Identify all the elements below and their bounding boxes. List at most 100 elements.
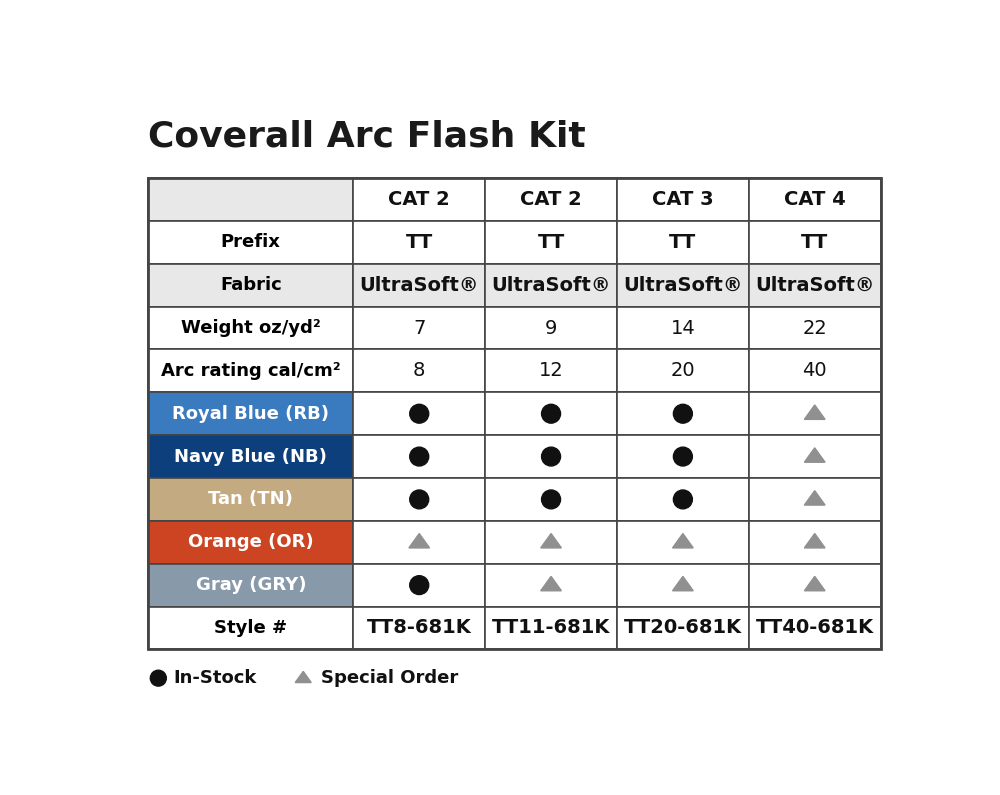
Text: 7: 7: [413, 319, 425, 338]
Text: Weight oz/yd²: Weight oz/yd²: [181, 319, 321, 337]
Text: TT8-681K: TT8-681K: [367, 619, 472, 638]
Bar: [353, 607, 485, 650]
Bar: [148, 178, 881, 650]
Bar: [749, 264, 881, 307]
Bar: [148, 350, 353, 392]
Text: Prefix: Prefix: [221, 233, 281, 251]
Bar: [353, 178, 485, 221]
Bar: [148, 307, 353, 350]
Polygon shape: [804, 405, 825, 420]
Bar: [485, 264, 617, 307]
Polygon shape: [541, 576, 561, 591]
Bar: [617, 350, 749, 392]
Bar: [749, 435, 881, 478]
Ellipse shape: [410, 490, 429, 509]
Text: TT20-681K: TT20-681K: [624, 619, 742, 638]
Ellipse shape: [410, 447, 429, 466]
Text: UltraSoft®: UltraSoft®: [491, 276, 611, 295]
Bar: [148, 435, 353, 478]
Bar: [749, 478, 881, 521]
Polygon shape: [804, 576, 825, 591]
Text: Tan (TN): Tan (TN): [208, 491, 293, 509]
Text: TT: TT: [669, 233, 697, 252]
Polygon shape: [804, 533, 825, 548]
Bar: [617, 392, 749, 435]
Bar: [148, 392, 353, 435]
Text: CAT 2: CAT 2: [388, 190, 450, 209]
Polygon shape: [673, 576, 693, 591]
Bar: [485, 307, 617, 350]
Text: Coverall Arc Flash Kit: Coverall Arc Flash Kit: [148, 120, 586, 154]
Text: Orange (OR): Orange (OR): [188, 533, 314, 551]
Bar: [485, 521, 617, 564]
Bar: [749, 521, 881, 564]
Text: 22: 22: [802, 319, 827, 338]
Polygon shape: [804, 491, 825, 505]
Ellipse shape: [542, 405, 561, 423]
Polygon shape: [541, 533, 561, 548]
Ellipse shape: [542, 490, 561, 509]
Text: UltraSoft®: UltraSoft®: [623, 276, 743, 295]
Text: Special Order: Special Order: [321, 669, 458, 687]
Ellipse shape: [542, 447, 561, 466]
Bar: [353, 307, 485, 350]
Text: TT: TT: [537, 233, 565, 252]
Text: Gray (GRY): Gray (GRY): [196, 576, 306, 594]
Text: 12: 12: [539, 362, 563, 380]
Text: 8: 8: [413, 362, 425, 380]
Text: TT11-681K: TT11-681K: [492, 619, 610, 638]
Bar: [749, 307, 881, 350]
Text: Arc rating cal/cm²: Arc rating cal/cm²: [161, 362, 341, 380]
Bar: [148, 564, 353, 607]
Ellipse shape: [673, 447, 692, 466]
Ellipse shape: [673, 405, 692, 423]
Ellipse shape: [410, 576, 429, 595]
Bar: [749, 607, 881, 650]
Text: TT40-681K: TT40-681K: [756, 619, 874, 638]
Text: Navy Blue (NB): Navy Blue (NB): [174, 448, 327, 466]
Bar: [353, 350, 485, 392]
Text: TT: TT: [801, 233, 828, 252]
Polygon shape: [409, 533, 430, 548]
Text: UltraSoft®: UltraSoft®: [359, 276, 479, 295]
Bar: [148, 521, 353, 564]
Bar: [617, 264, 749, 307]
Bar: [148, 221, 353, 264]
Bar: [353, 564, 485, 607]
Bar: [353, 264, 485, 307]
Bar: [485, 350, 617, 392]
Bar: [148, 478, 353, 521]
Bar: [749, 350, 881, 392]
Bar: [749, 221, 881, 264]
Bar: [485, 564, 617, 607]
Bar: [485, 607, 617, 650]
Bar: [617, 478, 749, 521]
Bar: [749, 178, 881, 221]
Bar: [749, 564, 881, 607]
Bar: [353, 435, 485, 478]
Bar: [617, 178, 749, 221]
Bar: [353, 221, 485, 264]
Polygon shape: [295, 672, 311, 683]
Bar: [485, 178, 617, 221]
Bar: [617, 607, 749, 650]
Ellipse shape: [673, 490, 692, 509]
Bar: [485, 392, 617, 435]
Bar: [148, 178, 353, 221]
Bar: [353, 521, 485, 564]
Text: Fabric: Fabric: [220, 276, 282, 294]
Text: UltraSoft®: UltraSoft®: [755, 276, 874, 295]
Text: CAT 4: CAT 4: [784, 190, 846, 209]
Text: 9: 9: [545, 319, 557, 338]
Bar: [749, 392, 881, 435]
Bar: [148, 607, 353, 650]
Text: 20: 20: [671, 362, 695, 380]
Ellipse shape: [410, 405, 429, 423]
Text: CAT 3: CAT 3: [652, 190, 714, 209]
Text: Style #: Style #: [214, 619, 287, 637]
Bar: [353, 392, 485, 435]
Polygon shape: [673, 533, 693, 548]
Text: CAT 2: CAT 2: [520, 190, 582, 209]
Bar: [617, 521, 749, 564]
Text: TT: TT: [406, 233, 433, 252]
